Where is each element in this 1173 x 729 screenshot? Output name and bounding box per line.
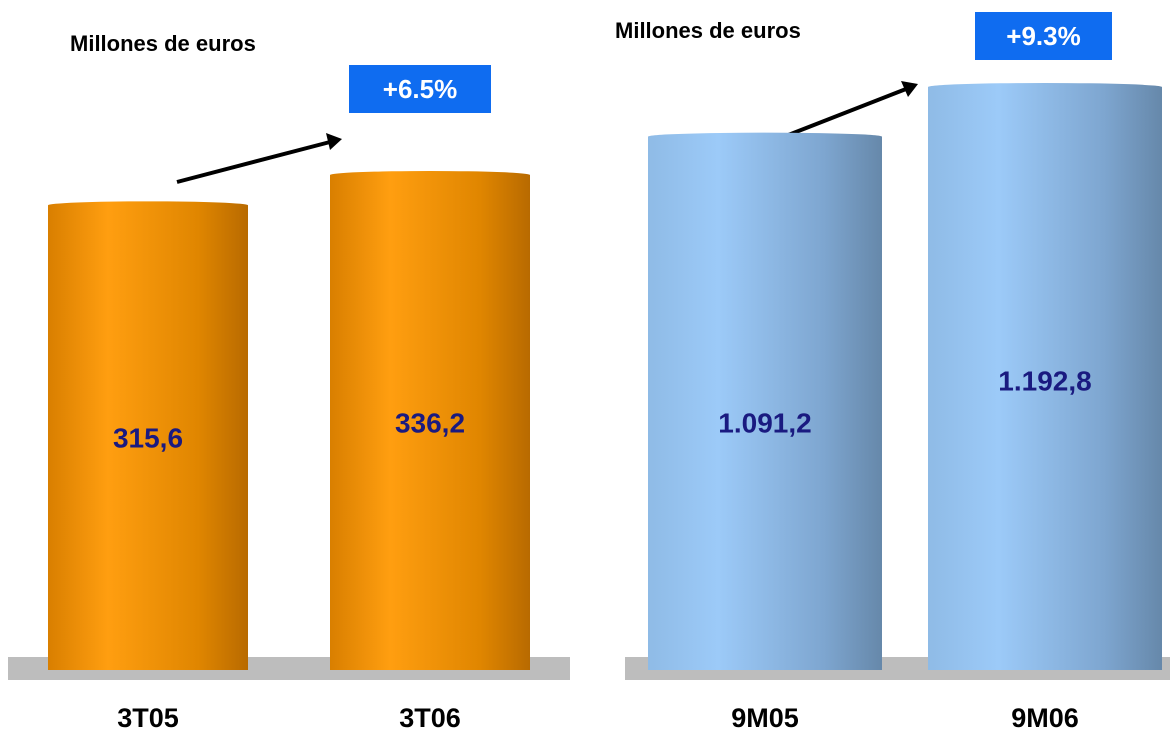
x-tick-label: 3T05 — [117, 703, 179, 729]
arrow-head — [901, 81, 918, 97]
bar — [928, 87, 1162, 670]
bar-top — [648, 132, 882, 141]
value-label: 1.091,2 — [718, 407, 811, 438]
bar-top — [330, 171, 530, 179]
value-label: 1.192,8 — [998, 365, 1091, 396]
bar-top — [48, 201, 248, 210]
annotation: +9.3% — [1006, 21, 1080, 51]
value-label: 315,6 — [113, 422, 183, 453]
x-tick-label: 9M05 — [731, 703, 799, 729]
annotation: +6.5% — [383, 74, 457, 104]
annotation-badge — [349, 65, 491, 113]
value-label: 336,2 — [395, 407, 465, 438]
chart-subtitle: Millones de euros — [615, 18, 801, 43]
bar — [330, 175, 530, 670]
bar — [48, 205, 248, 671]
bar-top — [928, 83, 1162, 91]
x-tick-label: 3T06 — [399, 703, 461, 729]
chart-subtitle: Millones de euros — [70, 31, 256, 56]
annotation-badge — [975, 12, 1112, 60]
bar — [648, 136, 882, 670]
arrow — [176, 140, 331, 184]
arrow-head — [326, 133, 342, 150]
x-tick-label: 9M06 — [1011, 703, 1079, 729]
